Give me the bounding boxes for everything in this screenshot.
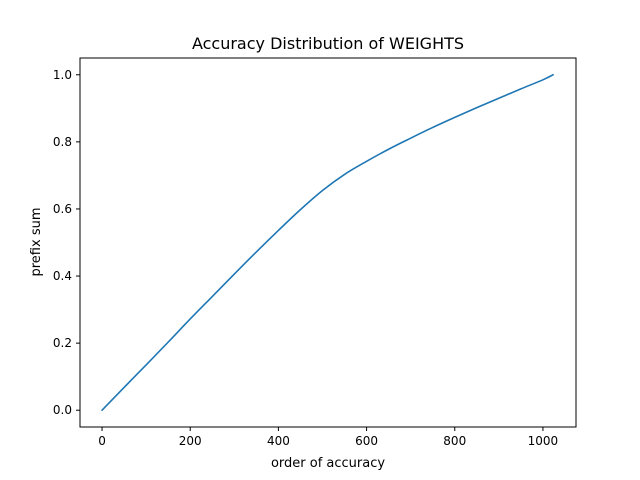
y-tick-label: 1.0 [53, 68, 72, 82]
y-axis-label: prefix sum [29, 208, 44, 277]
x-tick-label: 0 [98, 434, 106, 448]
y-tick-label: 0.2 [53, 336, 72, 350]
y-tick-label: 0.6 [53, 202, 72, 216]
x-tick-label: 600 [355, 434, 378, 448]
y-tick-label: 0.8 [53, 135, 72, 149]
y-tick-label: 0.4 [53, 269, 72, 283]
x-axis-label: order of accuracy [271, 456, 385, 471]
x-tick-label: 200 [179, 434, 202, 448]
plot-area: 0 200 400 600 800 1000 0.0 0.2 0.4 0.6 0.8 1.0 [53, 68, 558, 448]
x-tick-label: 400 [267, 434, 290, 448]
y-tick-label: 0.0 [53, 403, 72, 417]
x-tick-label: 800 [443, 434, 466, 448]
series-line-0 [101, 73, 554, 412]
axes-frame [79, 57, 577, 428]
x-tick-label: 1000 [528, 434, 559, 448]
chart-title: Accuracy Distribution of WEIGHTS [192, 34, 464, 53]
